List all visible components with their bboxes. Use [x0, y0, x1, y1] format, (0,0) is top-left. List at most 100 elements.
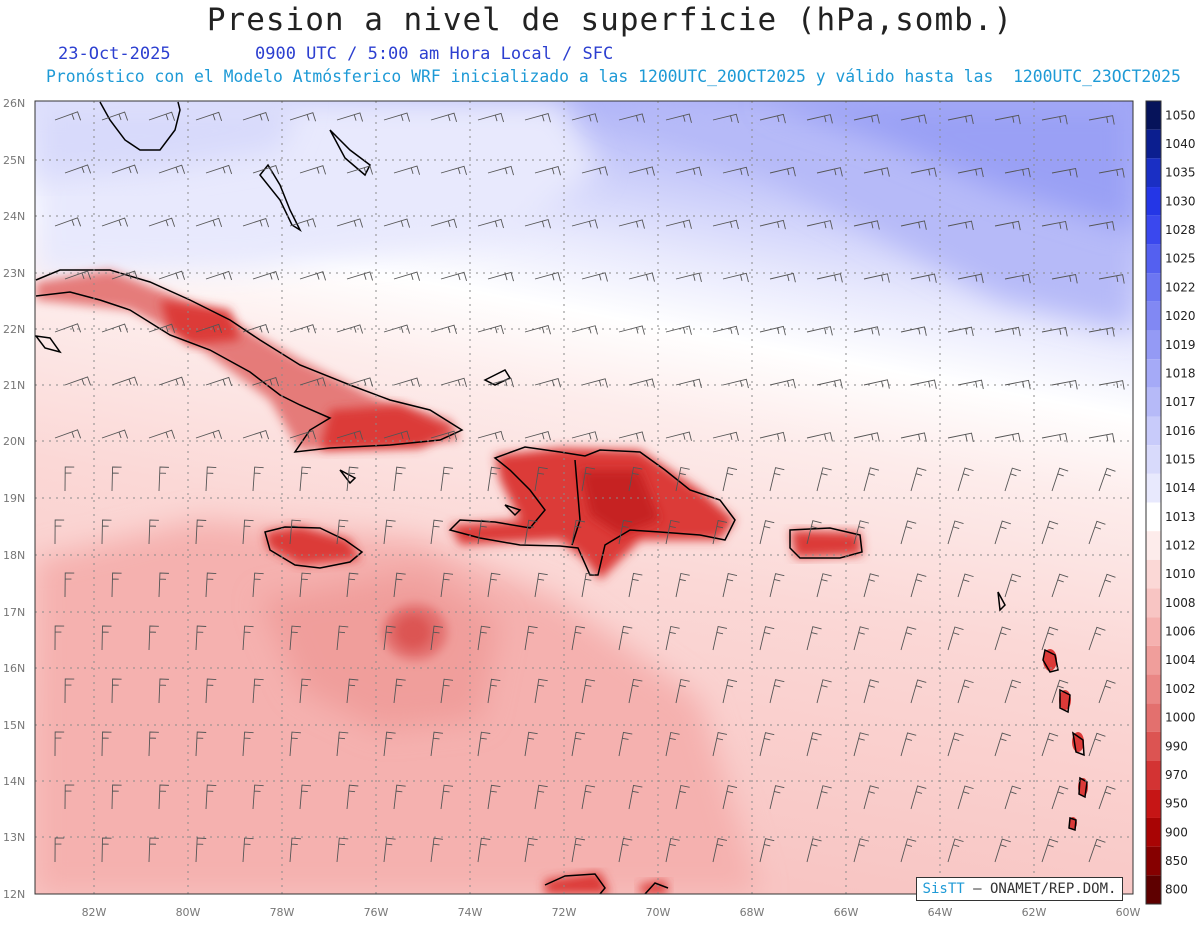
wind-barb: [994, 626, 1011, 651]
wind-barb: [712, 219, 739, 230]
wind-barb: [383, 218, 411, 228]
pressure-colorbar: 1050 1040 1035 1030 1028 1025 1022 1020 1019 1018…: [1145, 100, 1196, 905]
colorbar-label: 1016: [1165, 424, 1196, 438]
wind-barb: [759, 838, 775, 863]
wind-barb: [675, 272, 702, 282]
colorbar-swatch: [1146, 187, 1161, 216]
wind-barb: [722, 166, 749, 177]
colorbar-swatch: [1146, 588, 1161, 618]
grid-lines: [35, 101, 1133, 894]
wind-barb: [477, 519, 491, 545]
wind-barb: [289, 430, 317, 440]
colorbar-label: 1035: [1165, 166, 1196, 180]
wind-barb: [54, 323, 82, 333]
colorbar-label: 900: [1165, 825, 1188, 839]
wind-barb: [571, 431, 598, 441]
colorbar-swatch: [1146, 416, 1161, 446]
wind-barb: [618, 113, 645, 123]
colorbar-label: 1013: [1165, 510, 1196, 524]
wind-barb: [148, 837, 159, 863]
wind-barb: [430, 218, 457, 228]
wind-barb: [299, 377, 327, 387]
wind-barb: [1098, 168, 1125, 178]
wind-barb: [534, 166, 561, 176]
colorbar-swatch: [1146, 158, 1161, 188]
wind-barb: [252, 572, 264, 598]
wind-barb: [64, 572, 75, 598]
wind-barb: [675, 572, 690, 598]
wind-barb: [581, 572, 596, 598]
colorbar-swatch: [1146, 502, 1161, 532]
wind-barb: [712, 325, 739, 336]
wind-barb: [1088, 626, 1106, 651]
wind-barb: [101, 837, 112, 863]
wind-barb: [712, 113, 739, 124]
colorbar-label: 1002: [1165, 682, 1196, 696]
wind-barb: [242, 625, 254, 651]
wind-barb: [1088, 221, 1115, 231]
wind-barb: [910, 785, 927, 810]
wind-barb: [1051, 467, 1069, 492]
wind-barb: [430, 324, 457, 334]
wind-barb: [336, 112, 364, 122]
wind-barb: [722, 785, 738, 810]
wind-barb: [393, 466, 406, 492]
wind-barb: [1041, 732, 1059, 757]
wind-barb: [477, 218, 504, 229]
wind-barb: [994, 326, 1021, 337]
wind-barb: [816, 467, 832, 492]
colorbar-label: 1004: [1165, 653, 1196, 667]
wind-barb: [581, 784, 596, 810]
colorbar-swatch: [1146, 244, 1161, 274]
wind-barb: [393, 784, 406, 810]
wind-barb: [54, 429, 82, 439]
wind-barb: [195, 429, 223, 440]
lat-label: 19N: [3, 492, 25, 505]
valid-time: 0900 UTC / 5:00 am Hora Local / SFC: [255, 44, 614, 64]
wind-barb: [628, 272, 655, 282]
wind-barb: [618, 325, 645, 335]
wind-barb: [722, 378, 749, 389]
wind-barb: [195, 519, 207, 545]
wind-barb: [383, 324, 411, 334]
lat-label: 20N: [3, 435, 25, 448]
wind-barb: [816, 679, 832, 704]
wind-barb: [806, 326, 833, 336]
wind-barb: [900, 732, 917, 757]
wind-barb: [628, 784, 643, 810]
wind-barb: [158, 376, 186, 386]
wind-barb: [289, 731, 301, 757]
wind-barb: [383, 731, 396, 757]
colorbar-swatch: [1146, 789, 1161, 818]
wind-barb: [853, 838, 869, 863]
wind-barb: [665, 731, 680, 757]
colorbar-swatch: [1146, 760, 1161, 790]
wind-barb: [336, 625, 349, 651]
wind-barb: [712, 838, 728, 863]
wind-barb: [675, 466, 690, 492]
wind-barb: [299, 271, 327, 281]
wind-barb: [205, 466, 217, 492]
wind-barb: [524, 431, 551, 441]
wind-barb: [806, 626, 822, 651]
colorbar-label: 1012: [1165, 539, 1196, 553]
wind-barb: [440, 377, 467, 388]
wind-barb: [816, 573, 832, 598]
wind-barb: [346, 466, 359, 492]
wind-barb: [487, 466, 501, 492]
wind-barb: [581, 166, 608, 176]
wind-barb: [289, 519, 301, 545]
wind-barb: [712, 732, 728, 757]
wind-barb: [524, 219, 551, 229]
wind-barb: [242, 429, 270, 440]
wind-barb: [910, 379, 937, 389]
wind-barb: [675, 784, 690, 810]
wind-barb: [487, 377, 514, 388]
colorbar-swatch: [1146, 445, 1161, 474]
lat-label: 18N: [3, 549, 25, 562]
wind-barb: [994, 114, 1021, 125]
wind-barb: [534, 378, 561, 388]
wind-barb: [675, 678, 690, 704]
wind-barb: [299, 784, 312, 810]
wind-barb: [252, 784, 264, 810]
